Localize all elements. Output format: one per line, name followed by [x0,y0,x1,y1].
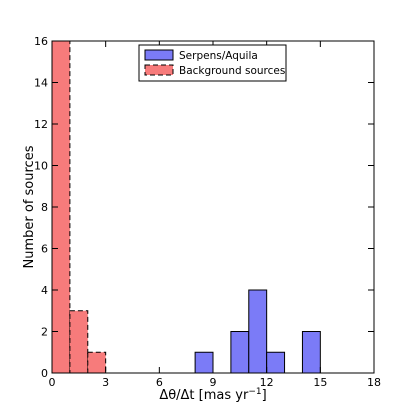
y-tick-label: 14 [34,77,48,90]
bar-background-sources-1 [69,310,89,374]
bar-serpens-aquila-1 [230,331,250,374]
y-tick-label: 2 [41,326,48,339]
legend-label-serpens-aquila: Serpens/Aquila [179,50,258,62]
x-tick-label: 3 [102,376,109,389]
x-tick-label: 15 [313,376,327,389]
bars-layer [51,40,321,374]
plot-frame [51,40,375,374]
x-tick-label: 12 [260,376,274,389]
legend-swatch-background-sources [144,64,174,76]
bar-background-sources-2 [87,351,107,374]
x-axis-label: Δθ/Δt [mas yr−1] [159,387,266,403]
x-tick-label: 18 [367,376,381,389]
x-tick-label: 0 [49,376,56,389]
x-tick-label: 6 [156,376,163,389]
y-tick-label: 16 [34,35,48,48]
y-tick-label: 6 [41,243,48,256]
y-tick-label: 10 [34,160,48,173]
bar-serpens-aquila-4 [301,331,321,374]
legend: Serpens/Aquila Background sources [138,44,287,82]
y-tick-label: 12 [34,118,48,131]
bar-serpens-aquila-3 [266,351,286,374]
ticks-layer: 0 3 6 9 12 15 18 0 2 4 6 8 10 12 14 16 [34,35,381,389]
legend-swatch-serpens-aquila [144,49,174,61]
y-tick-label: 4 [41,284,48,297]
legend-label-background-sources: Background sources [179,65,285,77]
bar-serpens-aquila-0 [194,351,214,374]
y-tick-label: 8 [41,201,48,214]
y-axis-label: Number of sources [22,145,37,268]
bar-serpens-aquila-2 [248,289,268,374]
y-tick-label: 0 [41,367,48,380]
x-tick-label: 9 [210,376,217,389]
